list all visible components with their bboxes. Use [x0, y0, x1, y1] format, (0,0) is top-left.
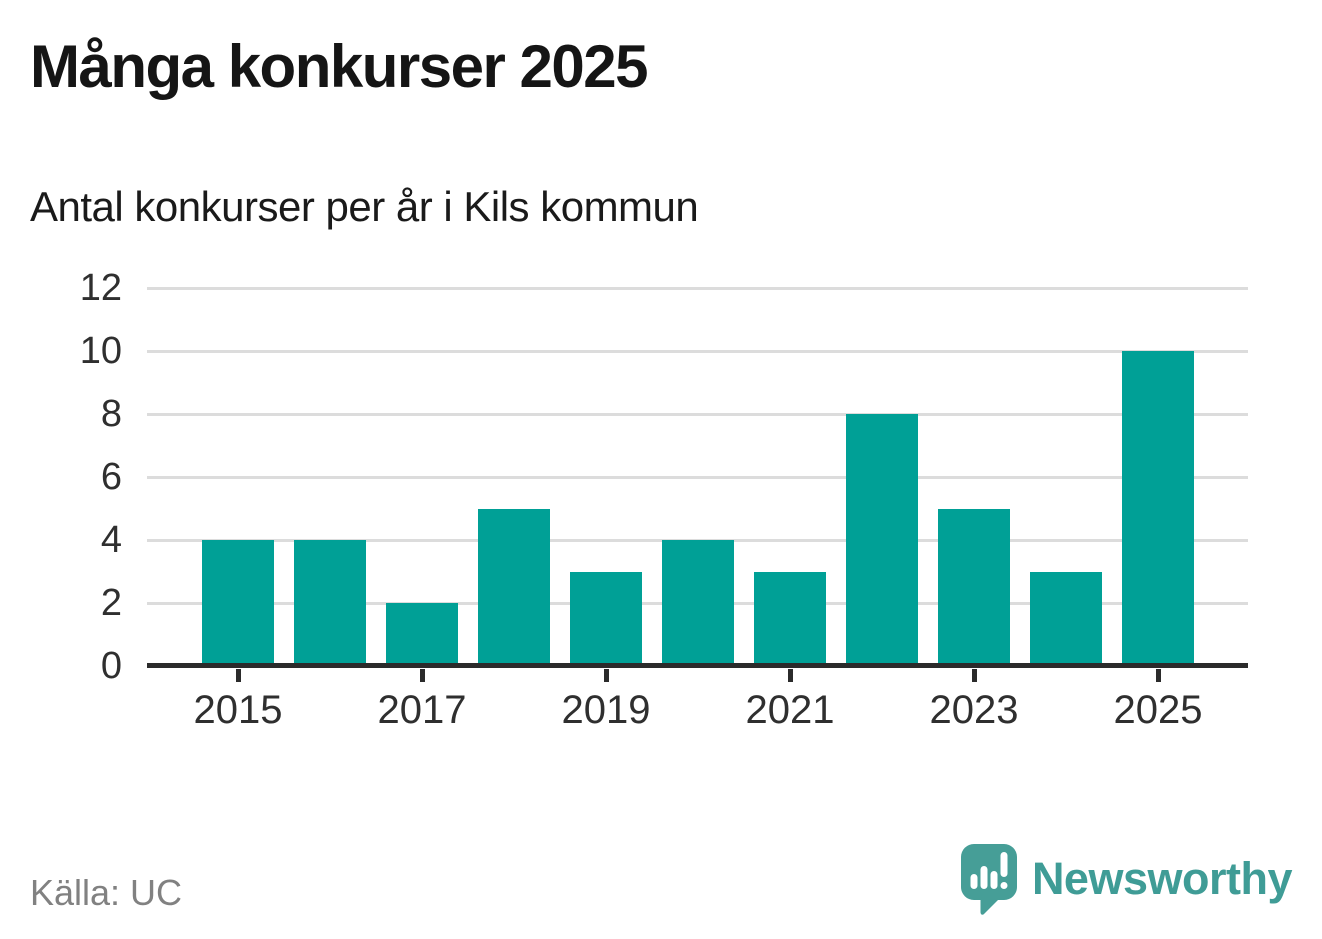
source-note: Källa: UC	[30, 872, 183, 913]
bar-2021	[754, 571, 826, 666]
x-axis-baseline	[147, 663, 1248, 668]
x-tick-2025	[1155, 669, 1161, 682]
bar-2024	[1030, 571, 1102, 666]
x-tick-2023	[971, 669, 977, 682]
bar-2020	[662, 540, 734, 666]
brand-name: Newsworthy	[1031, 853, 1293, 904]
x-tick-2017	[419, 669, 425, 682]
bar-2019	[570, 571, 642, 666]
chart-title: Många konkurser 2025	[30, 33, 648, 100]
bar-2015	[202, 540, 274, 666]
y-tick-label-0: 0	[100, 645, 122, 687]
y-tick-label-4: 4	[100, 519, 122, 561]
y-axis: 0 2 4 6 8 10 12	[0, 269, 122, 685]
y-tick-label-12: 12	[79, 267, 122, 309]
bar-2017	[386, 603, 458, 666]
newsworthy-brand: Newsworthy	[960, 843, 1293, 915]
x-tick-2021	[787, 669, 793, 682]
y-tick-label-2: 2	[100, 582, 122, 624]
newsworthy-logo-icon	[960, 844, 1017, 915]
gridline-10	[147, 349, 1248, 353]
bar-2018	[478, 508, 550, 666]
y-tick-label-8: 8	[100, 393, 122, 435]
gridline-6	[147, 475, 1248, 479]
x-tick-2015	[235, 669, 241, 682]
y-tick-label-6: 6	[100, 456, 122, 498]
bar-2023	[938, 508, 1010, 666]
bar-2016	[294, 540, 366, 666]
gridline-12	[147, 286, 1248, 290]
x-tick-label-2023: 2023	[929, 688, 1019, 732]
bar-2022	[846, 414, 918, 666]
x-tick-label-2021: 2021	[745, 688, 835, 732]
x-tick-label-2019: 2019	[561, 688, 651, 732]
x-tick-label-2017: 2017	[377, 688, 467, 732]
bar-2025	[1122, 351, 1194, 666]
y-tick-label-10: 10	[79, 330, 122, 372]
plot-area: 2015 2017 2019 2021 2023 2025	[147, 286, 1248, 732]
x-tick-label-2025: 2025	[1113, 688, 1203, 732]
gridline-8	[147, 412, 1248, 416]
x-tick-2019	[603, 669, 609, 682]
x-tick-label-2015: 2015	[193, 688, 283, 732]
chart-subtitle: Antal konkurser per år i Kils kommun	[30, 183, 699, 230]
